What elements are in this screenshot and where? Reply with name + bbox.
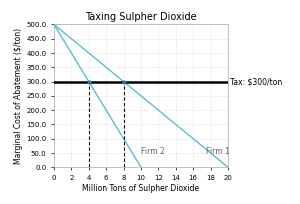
Text: Firm 2: Firm 2 [141, 147, 165, 156]
Text: Tax: $300/ton: Tax: $300/ton [230, 77, 282, 86]
Text: Firm 1: Firm 1 [206, 147, 230, 156]
Y-axis label: Marginal Cost of Abatement ($/ton): Marginal Cost of Abatement ($/ton) [14, 28, 23, 164]
Title: Taxing Sulpher Dioxide: Taxing Sulpher Dioxide [85, 12, 197, 22]
X-axis label: Million Tons of Sulpher Dioxide: Million Tons of Sulpher Dioxide [82, 184, 200, 193]
